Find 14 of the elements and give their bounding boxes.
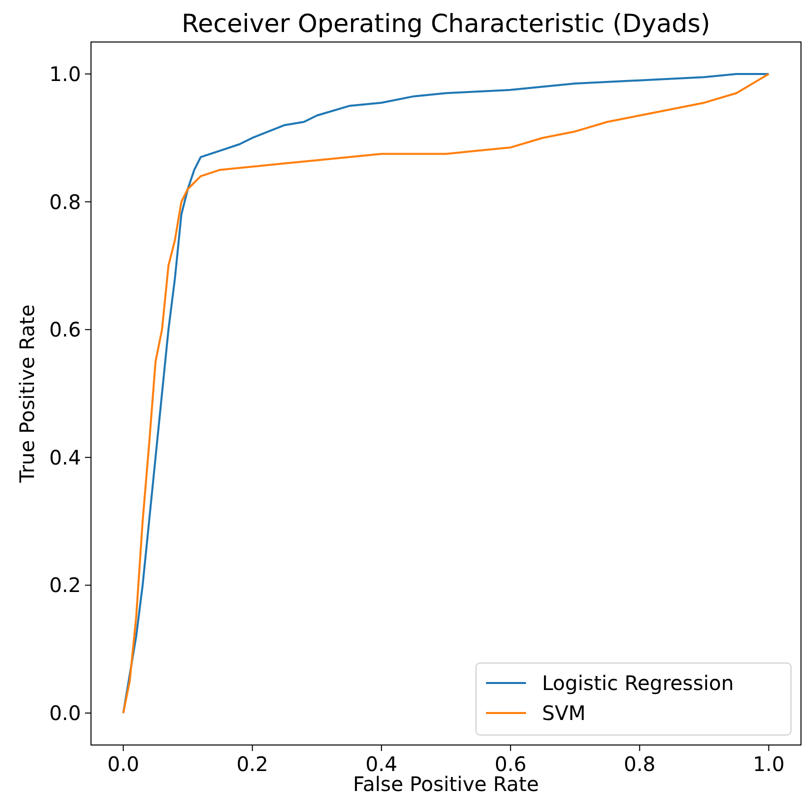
x-tick-label: 0.0 xyxy=(107,752,140,776)
legend-label: SVM xyxy=(542,701,586,725)
y-tick-label: 0.8 xyxy=(49,190,81,214)
legend-label: Logistic Regression xyxy=(542,671,734,695)
y-tick-label: 0.2 xyxy=(49,573,81,598)
chart-title: Receiver Operating Characteristic (Dyads) xyxy=(182,9,710,38)
x-tick-label: 0.2 xyxy=(236,752,268,776)
y-tick-label: 0.0 xyxy=(49,701,81,726)
y-tick-label: 0.4 xyxy=(49,445,81,470)
y-tick-label: 0.6 xyxy=(49,318,81,342)
x-tick-label: 0.8 xyxy=(624,752,656,776)
x-tick-label: 1.0 xyxy=(752,752,785,776)
y-tick-label: 1.0 xyxy=(49,62,81,86)
y-axis-title: True Positive Rate xyxy=(15,304,39,484)
